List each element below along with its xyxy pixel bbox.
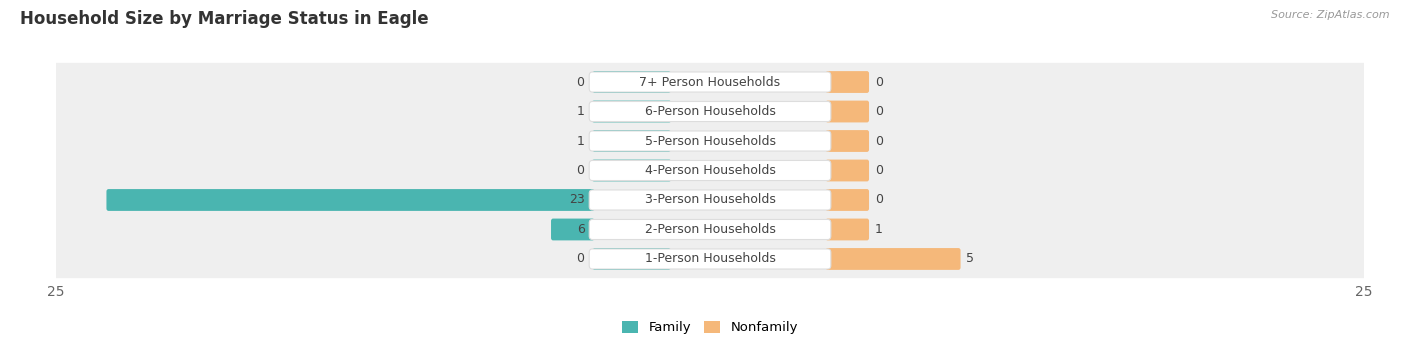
Text: 5: 5 — [966, 252, 974, 266]
Text: 1: 1 — [576, 134, 585, 148]
Text: Household Size by Marriage Status in Eagle: Household Size by Marriage Status in Eag… — [20, 10, 429, 28]
FancyBboxPatch shape — [825, 189, 869, 211]
FancyBboxPatch shape — [589, 161, 831, 180]
Text: 6: 6 — [576, 223, 585, 236]
FancyBboxPatch shape — [39, 151, 1381, 190]
Text: 5-Person Households: 5-Person Households — [644, 134, 776, 148]
Text: 0: 0 — [875, 105, 883, 118]
Text: 1-Person Households: 1-Person Households — [644, 252, 776, 266]
Text: 0: 0 — [576, 75, 585, 89]
Text: 6-Person Households: 6-Person Households — [644, 105, 776, 118]
FancyBboxPatch shape — [39, 240, 1381, 278]
FancyBboxPatch shape — [39, 181, 1381, 219]
FancyBboxPatch shape — [107, 189, 595, 211]
Text: 1: 1 — [875, 223, 883, 236]
FancyBboxPatch shape — [589, 249, 831, 269]
Text: 0: 0 — [875, 75, 883, 89]
FancyBboxPatch shape — [825, 160, 869, 181]
Text: 0: 0 — [875, 134, 883, 148]
FancyBboxPatch shape — [39, 122, 1381, 160]
FancyBboxPatch shape — [589, 131, 831, 151]
FancyBboxPatch shape — [589, 72, 831, 92]
FancyBboxPatch shape — [551, 219, 595, 240]
FancyBboxPatch shape — [39, 63, 1381, 101]
Text: 2-Person Households: 2-Person Households — [644, 223, 776, 236]
FancyBboxPatch shape — [825, 71, 869, 93]
Text: 0: 0 — [576, 252, 585, 266]
Legend: Family, Nonfamily: Family, Nonfamily — [621, 321, 799, 334]
FancyBboxPatch shape — [592, 160, 671, 181]
Text: 1: 1 — [576, 105, 585, 118]
FancyBboxPatch shape — [589, 220, 831, 239]
FancyBboxPatch shape — [825, 248, 960, 270]
Text: 7+ Person Households: 7+ Person Households — [640, 75, 780, 89]
FancyBboxPatch shape — [592, 101, 671, 122]
Text: 4-Person Households: 4-Person Households — [644, 164, 776, 177]
Text: 3-Person Households: 3-Person Households — [644, 193, 776, 207]
Text: 0: 0 — [576, 164, 585, 177]
FancyBboxPatch shape — [592, 130, 671, 152]
FancyBboxPatch shape — [825, 130, 869, 152]
FancyBboxPatch shape — [39, 210, 1381, 249]
Text: 0: 0 — [875, 164, 883, 177]
FancyBboxPatch shape — [592, 71, 671, 93]
Text: 23: 23 — [569, 193, 585, 207]
Text: Source: ZipAtlas.com: Source: ZipAtlas.com — [1271, 10, 1389, 20]
FancyBboxPatch shape — [589, 190, 831, 210]
FancyBboxPatch shape — [825, 101, 869, 122]
FancyBboxPatch shape — [592, 248, 671, 270]
FancyBboxPatch shape — [39, 92, 1381, 131]
Text: 0: 0 — [875, 193, 883, 207]
FancyBboxPatch shape — [589, 102, 831, 121]
FancyBboxPatch shape — [825, 219, 869, 240]
